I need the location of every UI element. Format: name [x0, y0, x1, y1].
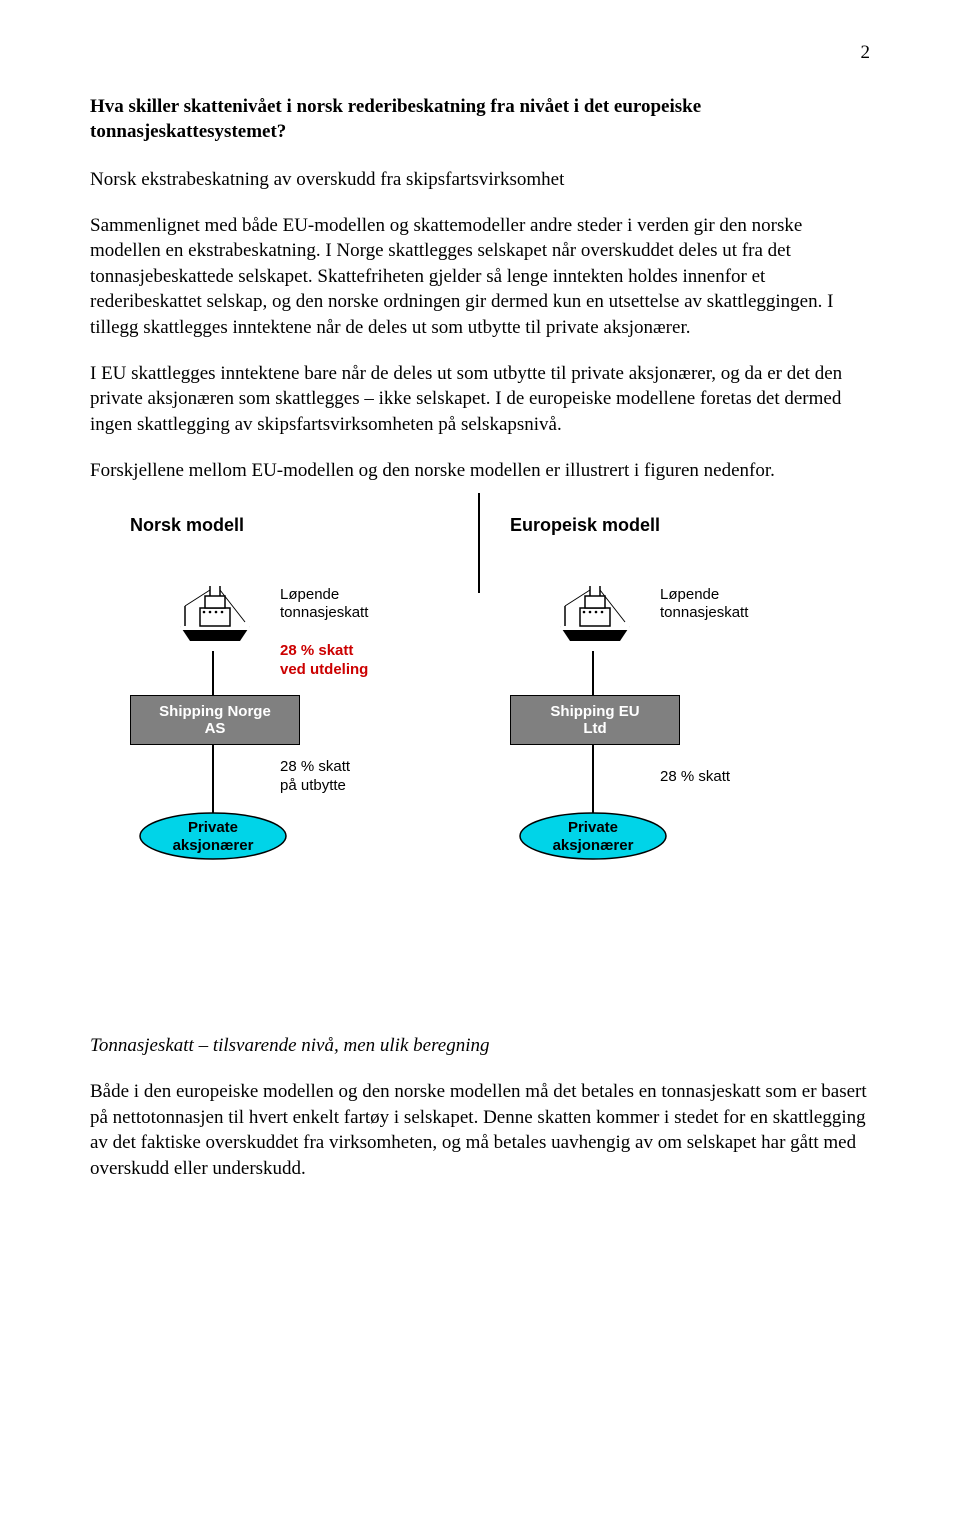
left-company-1: Shipping Norge — [131, 703, 299, 720]
left-ship-caption: Løpende tonnasjeskatt 28 % skatt ved utd… — [280, 586, 368, 680]
sub-heading: Norsk ekstrabeskatning av overskudd fra … — [90, 167, 870, 193]
right-shareholder-label: Private aksjonærer — [518, 819, 668, 854]
left-div-2: på utbytte — [280, 777, 346, 794]
right-model-title: Europeisk modell — [510, 513, 830, 537]
ship-icon — [550, 586, 640, 654]
right-sh-2: aksjonærer — [553, 837, 634, 854]
left-sh-2: aksjonærer — [173, 837, 254, 854]
right-vline-1 — [592, 651, 594, 696]
right-ship-row: Løpende tonnasjeskatt — [510, 586, 830, 666]
left-ship-row: Løpende tonnasjeskatt 28 % skatt ved utd… — [130, 586, 450, 666]
right-tonnage-2: tonnasjeskatt — [660, 604, 748, 621]
left-tonnage-1: Løpende — [280, 586, 339, 603]
diagram-divider — [478, 493, 480, 593]
diagram-right-column: Europeisk modell — [510, 513, 830, 665]
diagram-left-column: Norsk modell — [130, 513, 450, 665]
left-dividend-label: 28 % skatt på utbytte — [280, 758, 350, 796]
left-vline-1 — [212, 651, 214, 696]
left-div-1: 28 % skatt — [280, 758, 350, 775]
right-company-2: Ltd — [511, 720, 679, 737]
left-sh-1: Private — [188, 819, 238, 836]
right-tonnage-1: Løpende — [660, 586, 719, 603]
right-vline-2 — [592, 745, 594, 813]
main-heading: Hva skiller skattenivået i norsk rederib… — [90, 94, 870, 145]
ship-icon — [170, 586, 260, 654]
left-shareholder: Private aksjonærer — [138, 811, 288, 869]
left-company-2: AS — [131, 720, 299, 737]
right-company-box: Shipping EU Ltd — [510, 695, 680, 745]
right-company-1: Shipping EU — [511, 703, 679, 720]
left-company-box: Shipping Norge AS — [130, 695, 300, 745]
comparison-diagram: Norsk modell — [130, 513, 830, 973]
left-red-1: 28 % skatt — [280, 642, 353, 659]
left-vline-2 — [212, 745, 214, 813]
left-model-title: Norsk modell — [130, 513, 450, 537]
right-sh-1: Private — [568, 819, 618, 836]
paragraph-4: Både i den europeiske modellen og den no… — [90, 1079, 870, 1182]
right-ship-caption: Løpende tonnasjeskatt — [660, 586, 748, 624]
right-dividend-label: 28 % skatt — [660, 768, 730, 787]
paragraph-1: Sammenlignet med både EU-modellen og ska… — [90, 213, 870, 341]
left-red-2: ved utdeling — [280, 661, 368, 678]
paragraph-2: I EU skattlegges inntektene bare når de … — [90, 361, 870, 438]
italic-heading: Tonnasjeskatt – tilsvarende nivå, men ul… — [90, 1033, 870, 1059]
left-tonnage-2: tonnasjeskatt — [280, 604, 368, 621]
paragraph-3: Forskjellene mellom EU-modellen og den n… — [90, 458, 870, 484]
left-shareholder-label: Private aksjonærer — [138, 819, 288, 854]
right-div-1: 28 % skatt — [660, 768, 730, 785]
page-number: 2 — [90, 40, 870, 66]
right-shareholder: Private aksjonærer — [518, 811, 668, 869]
